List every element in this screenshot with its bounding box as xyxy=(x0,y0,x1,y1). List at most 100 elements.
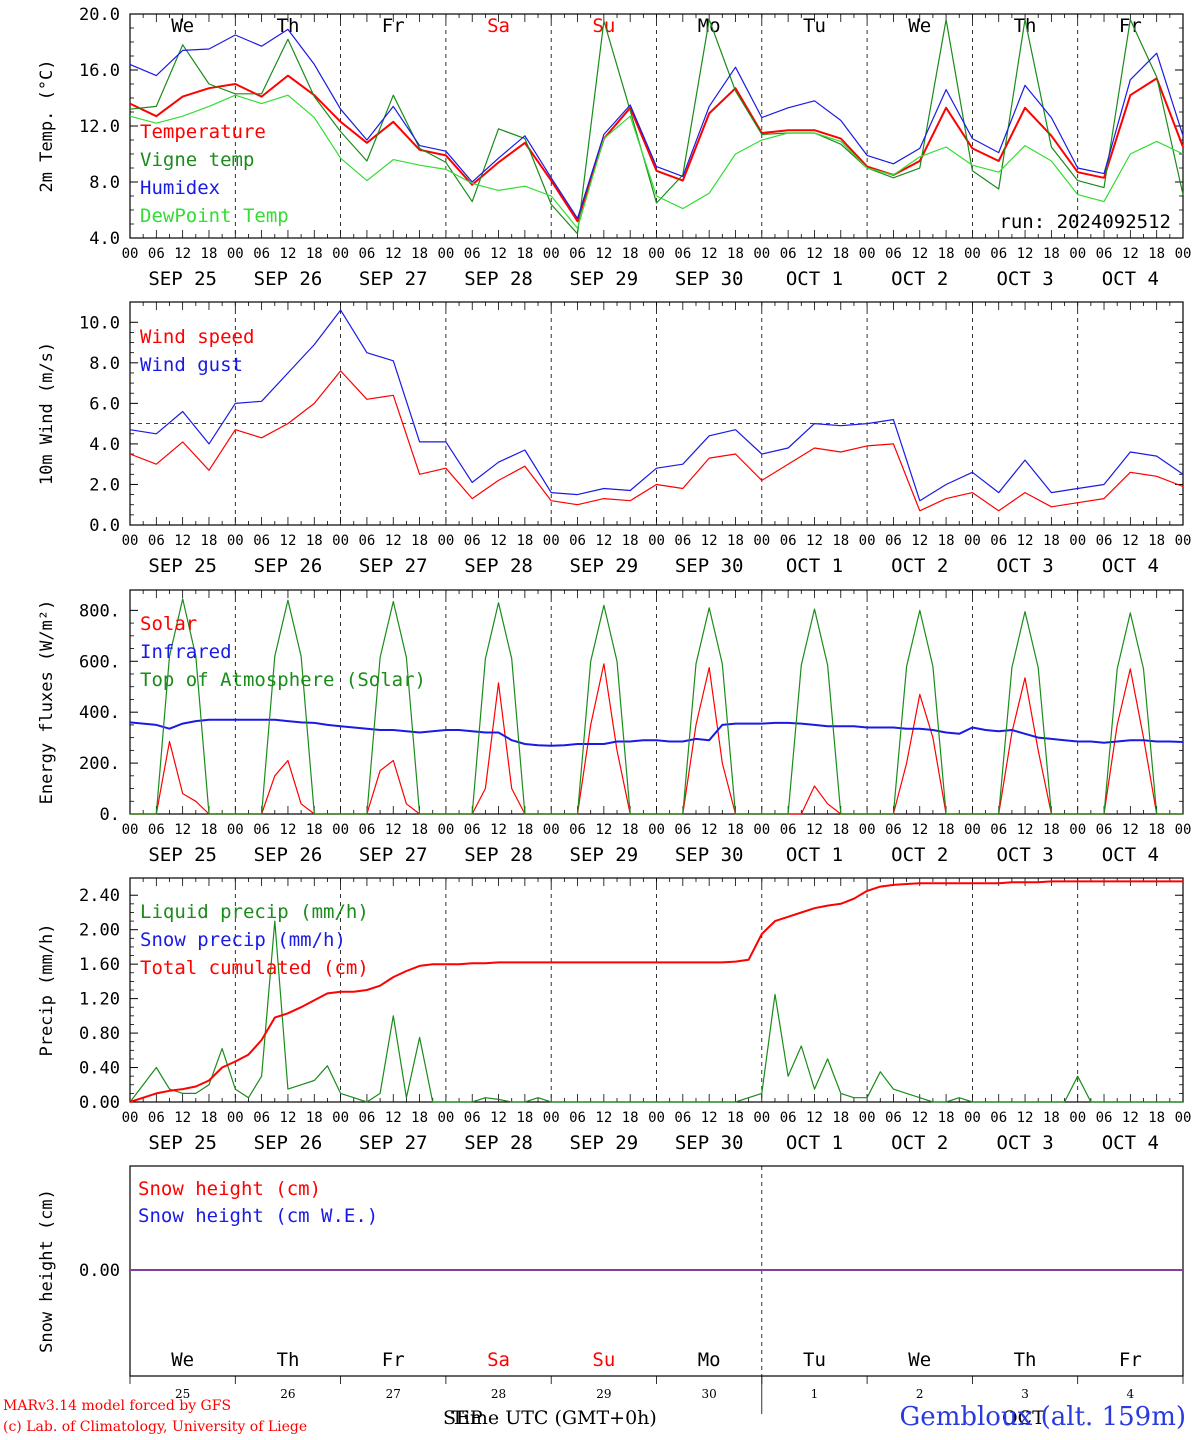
hour-label: 00 xyxy=(122,533,139,549)
series-line xyxy=(129,74,1184,223)
hour-label: 00 xyxy=(437,1110,454,1126)
date-label: OCT 2 xyxy=(891,555,948,577)
date-label: SEP 30 xyxy=(675,268,744,290)
hour-label: 00 xyxy=(753,1110,770,1126)
hour-label: 12 xyxy=(174,246,191,262)
hour-label: 12 xyxy=(490,533,507,549)
model-credit: MARv3.14 model forced by GFS xyxy=(3,1398,232,1414)
hour-label: 12 xyxy=(911,533,928,549)
hour-label: 18 xyxy=(832,533,849,549)
hour-label: 06 xyxy=(885,246,902,262)
hour-label: 12 xyxy=(385,533,402,549)
y-axis-label: 10m Wind (m/s) xyxy=(37,342,57,485)
date-label: SEP 29 xyxy=(570,268,639,290)
hour-label: 18 xyxy=(411,1110,428,1126)
y-tick-label: 1.20 xyxy=(79,990,120,1010)
date-label: SEP 28 xyxy=(464,844,533,866)
y-tick-label: 12.0 xyxy=(79,117,120,137)
hour-label: 18 xyxy=(1148,822,1165,838)
hour-label: 12 xyxy=(174,1110,191,1126)
y-tick-label: 0. xyxy=(100,805,120,825)
hour-label: 18 xyxy=(727,822,744,838)
date-label: SEP 27 xyxy=(359,268,428,290)
date-label: OCT 2 xyxy=(891,1132,948,1154)
hour-label: 00 xyxy=(227,1110,244,1126)
y-tick-label: 16.0 xyxy=(79,61,120,81)
hour-label: 06 xyxy=(148,1110,165,1126)
hour-label: 12 xyxy=(701,822,718,838)
series-line xyxy=(130,598,1183,815)
hour-label: 18 xyxy=(1148,1110,1165,1126)
hour-label: 12 xyxy=(1122,822,1139,838)
hour-label: 18 xyxy=(622,822,639,838)
hour-label: 06 xyxy=(1096,533,1113,549)
location-title: Gembloux (alt. 159m) xyxy=(899,1402,1186,1432)
hour-label: 12 xyxy=(490,246,507,262)
hour-label: 12 xyxy=(806,246,823,262)
hour-label: 06 xyxy=(780,822,797,838)
hour-label: 12 xyxy=(595,822,612,838)
hour-label: 06 xyxy=(885,822,902,838)
y-tick-label: 2.40 xyxy=(79,886,120,906)
y-tick-label: 0.40 xyxy=(79,1059,120,1079)
date-label: OCT 1 xyxy=(786,844,843,866)
hour-label: 00 xyxy=(122,1110,139,1126)
month-label: OCT xyxy=(1002,1407,1045,1429)
hour-label: 00 xyxy=(964,533,981,549)
date-label: SEP 25 xyxy=(148,1132,217,1154)
day-number-label: 28 xyxy=(491,1387,506,1401)
date-label: OCT 3 xyxy=(996,1132,1053,1154)
series-line xyxy=(129,28,1184,219)
hour-label: 12 xyxy=(385,246,402,262)
hour-label: 12 xyxy=(806,822,823,838)
hour-label: 00 xyxy=(964,822,981,838)
hour-label: 06 xyxy=(464,246,481,262)
hour-label: 12 xyxy=(1122,246,1139,262)
hour-label: 18 xyxy=(1043,822,1060,838)
hour-label: 06 xyxy=(780,533,797,549)
hour-label: 18 xyxy=(727,1110,744,1126)
panel-5: 0.00 Snow height (cm) Snow height (cm) Snow… xyxy=(37,1165,1184,1429)
hour-label: 06 xyxy=(464,822,481,838)
hour-label: 12 xyxy=(1017,533,1034,549)
hour-label: 00 xyxy=(543,533,560,549)
hour-label: 18 xyxy=(622,1110,639,1126)
hour-label: 12 xyxy=(490,822,507,838)
date-label: OCT 3 xyxy=(996,844,1053,866)
hour-label: 06 xyxy=(885,533,902,549)
hour-label: 00 xyxy=(122,246,139,262)
hour-label: 06 xyxy=(674,822,691,838)
series-line xyxy=(129,880,1183,1103)
date-label: OCT 4 xyxy=(1102,268,1159,290)
hour-label: 12 xyxy=(280,1110,297,1126)
hour-label: 18 xyxy=(938,1110,955,1126)
hour-label: 00 xyxy=(859,1110,876,1126)
run-label: run: 2024092512 xyxy=(999,211,1171,233)
hour-label: 18 xyxy=(201,1110,218,1126)
legend-entry: DewPoint Temp xyxy=(140,205,289,227)
hour-label: 12 xyxy=(911,822,928,838)
y-tick-label: 8.0 xyxy=(89,173,120,193)
y-tick-label: 1.60 xyxy=(79,955,120,975)
hour-label: 00 xyxy=(648,533,665,549)
hour-label: 00 xyxy=(1069,1110,1086,1126)
hour-label: 06 xyxy=(990,822,1007,838)
hour-label: 00 xyxy=(332,822,349,838)
hour-label: 18 xyxy=(938,533,955,549)
day-number-label: 30 xyxy=(702,1387,717,1401)
y-tick-label: 8.0 xyxy=(89,354,120,374)
date-label: SEP 28 xyxy=(464,1132,533,1154)
date-label: OCT 3 xyxy=(996,268,1053,290)
hour-label: 12 xyxy=(280,533,297,549)
hour-label: 18 xyxy=(832,246,849,262)
series-line xyxy=(129,370,1184,512)
y-tick-label: 6.0 xyxy=(89,394,120,414)
date-label: SEP 29 xyxy=(570,844,639,866)
date-label: OCT 1 xyxy=(786,555,843,577)
hour-label: 12 xyxy=(595,246,612,262)
hour-label: 18 xyxy=(306,822,323,838)
hour-label: 00 xyxy=(1175,822,1192,838)
hour-label: 06 xyxy=(358,822,375,838)
date-label: OCT 1 xyxy=(786,268,843,290)
